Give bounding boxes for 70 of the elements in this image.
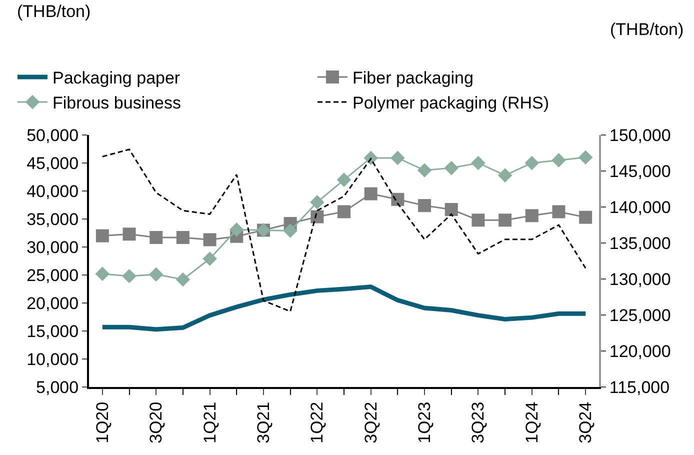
point [122, 268, 136, 284]
x-tick-label: 1Q24 [522, 402, 542, 444]
y2-tick-label: 150,000 [609, 126, 671, 145]
point [498, 214, 512, 227]
point [122, 228, 136, 241]
point [471, 156, 486, 170]
point [176, 272, 190, 287]
point [444, 202, 458, 216]
y-tick-label: 35,000 [26, 210, 79, 229]
y-tick-label: 25,000 [26, 266, 79, 285]
y-tick-label: 15,000 [26, 322, 79, 341]
point [472, 214, 485, 227]
y2-tick-label: 135,000 [609, 234, 671, 253]
x-tick-label: 1Q22 [308, 402, 327, 444]
point [176, 230, 190, 244]
point [202, 252, 217, 266]
y2-tick-label: 130,000 [609, 270, 671, 289]
point [148, 267, 164, 282]
y-tick-label: 45,000 [26, 154, 79, 173]
y2-tick-label: 145,000 [609, 162, 671, 181]
point [391, 192, 404, 206]
legend-label: Polymer packaging (RHS) [352, 94, 550, 113]
x-tick-label: 1Q21 [200, 402, 220, 444]
y-tick-label: 20,000 [26, 294, 79, 313]
point [417, 163, 432, 178]
point [524, 156, 540, 170]
y-tick-label: 5,000 [36, 378, 79, 397]
y-tick-label: 50,000 [26, 126, 79, 145]
point [95, 266, 110, 282]
x-tick-label: 3Q23 [468, 402, 488, 444]
y-tick-label: 30,000 [26, 238, 79, 257]
point [283, 224, 298, 238]
point [150, 230, 163, 244]
point [336, 172, 352, 187]
legend-label: Packaging paper [52, 68, 180, 88]
x-tick-label: 3Q21 [254, 402, 273, 444]
x-tick-label: 1Q20 [92, 402, 112, 444]
point [310, 210, 324, 224]
y2-tick-label: 115,000 [609, 378, 670, 397]
x-tick-label: 3Q20 [146, 402, 166, 444]
x-tick-label: 3Q24 [576, 402, 596, 444]
point [578, 150, 593, 165]
line-series [100, 284, 588, 332]
point [364, 150, 378, 166]
legend-label: Fibrous business [52, 94, 182, 113]
point [579, 210, 592, 224]
x-tick-label: 3Q22 [361, 402, 380, 444]
y2-tick-label: 120,000 [609, 342, 671, 361]
point [310, 195, 324, 210]
point [338, 205, 350, 218]
point [418, 199, 432, 212]
point [229, 222, 244, 237]
point [444, 160, 459, 176]
point [552, 205, 566, 218]
y-tick-label: 40,000 [26, 182, 79, 201]
x-tick-label: 1Q23 [415, 402, 434, 444]
y-tick-label: 10,000 [26, 350, 79, 369]
point [552, 153, 566, 168]
point [96, 229, 109, 242]
text: (THB/ton) [610, 20, 684, 39]
line-series [102, 148, 586, 312]
point [364, 187, 378, 200]
y2-tick-label: 125,000 [609, 306, 671, 325]
point [498, 168, 512, 182]
y2-tick-label: 140,000 [609, 198, 671, 217]
point [203, 233, 216, 246]
legend-label: Fiber packaging [352, 68, 474, 88]
text: (THB/ton) [17, 2, 91, 21]
point [390, 150, 405, 166]
point [525, 209, 538, 222]
